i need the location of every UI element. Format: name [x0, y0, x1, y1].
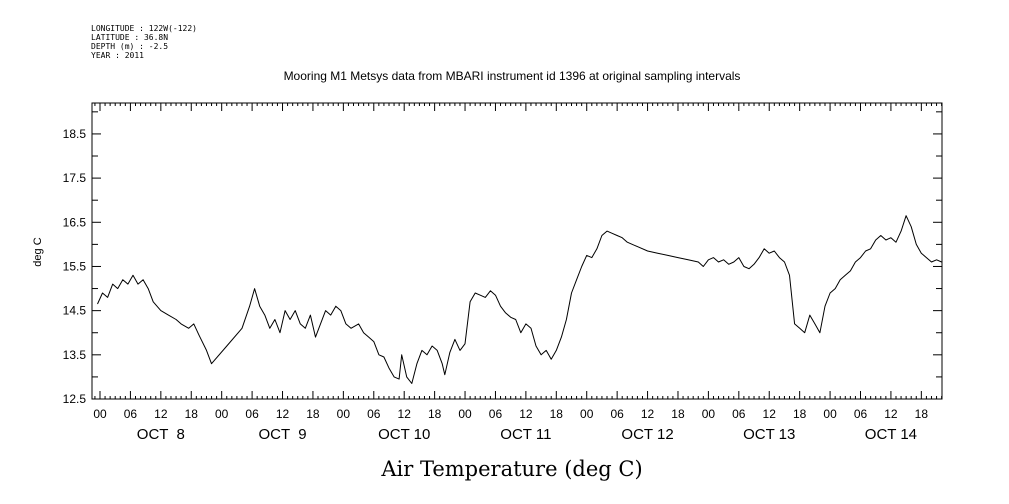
x-tick-label: 00: [458, 407, 472, 421]
x-tick-label: 12: [519, 407, 533, 421]
plot-frame: [91, 102, 943, 400]
series-line: [97, 215, 942, 384]
meta-longitude: LONGITUDE : 122W(-122): [91, 24, 197, 33]
x-tick-label: 12: [884, 407, 898, 421]
x-day-label: OCT 9: [258, 426, 306, 443]
x-axis-title: Air Temperature (deg C): [380, 457, 642, 481]
x-tick-label: 18: [306, 407, 320, 421]
x-tick-label: 18: [671, 407, 685, 421]
y-axis-label: deg C: [32, 237, 44, 266]
x-tick-label: 06: [367, 407, 381, 421]
y-tick-label: 16.5: [63, 215, 87, 229]
x-day-label: OCT 12: [621, 426, 673, 443]
meta-latitude: LATITUDE : 36.8N: [91, 33, 168, 42]
meta-depth: DEPTH (m) : -2.5: [91, 42, 168, 51]
x-tick-label: 12: [154, 407, 168, 421]
x-tick-label: 12: [398, 407, 412, 421]
y-tick-label: 15.5: [63, 259, 87, 273]
x-tick-label: 06: [489, 407, 503, 421]
y-tick-label: 13.5: [63, 348, 87, 362]
y-tick-label: 17.5: [63, 171, 87, 185]
x-day-label: OCT 8: [137, 426, 185, 443]
x-axis-ticks: [94, 103, 943, 399]
x-tick-label: 18: [550, 407, 564, 421]
x-tick-label: 06: [854, 407, 868, 421]
x-axis-day-labels: OCT 8 OCT 9 OCT 10 OCT 11 OCT 12 OCT 13 OCT 14: [137, 426, 917, 443]
metadata-block: LONGITUDE : 122W(-122) LATITUDE : 36.8N …: [91, 24, 197, 60]
x-tick-label: 06: [245, 407, 259, 421]
x-day-label: OCT 10: [378, 426, 430, 443]
y-tick-label: 12.5: [63, 392, 87, 406]
x-tick-label: 18: [428, 407, 442, 421]
x-tick-label: 12: [763, 407, 777, 421]
y-axis-ticks: 12.5 13.5 14.5 15.5 16.5 17.5 18.5: [63, 111, 942, 406]
x-axis-tick-labels: 00 06 12 18 00 06 12 18 00 06 12 18 00 06 12 18 00 06 12 18…: [93, 407, 928, 421]
x-day-label: OCT 13: [743, 426, 795, 443]
x-day-label: OCT 14: [865, 426, 917, 443]
x-tick-label: 06: [124, 407, 138, 421]
x-tick-label: 12: [276, 407, 290, 421]
x-tick-label: 06: [732, 407, 746, 421]
x-tick-label: 00: [823, 407, 837, 421]
y-tick-label: 18.5: [63, 127, 87, 141]
x-tick-label: 00: [93, 407, 107, 421]
chart-title: Mooring M1 Metsys data from MBARI instru…: [284, 69, 741, 83]
meta-year: YEAR : 2011: [91, 51, 144, 60]
x-tick-label: 00: [215, 407, 229, 421]
x-day-label: OCT 11: [500, 426, 551, 443]
x-tick-label: 00: [702, 407, 716, 421]
series-group: [97, 215, 942, 384]
x-tick-label: 00: [580, 407, 594, 421]
x-tick-label: 06: [610, 407, 624, 421]
x-tick-label: 18: [185, 407, 199, 421]
x-tick-label: 18: [915, 407, 929, 421]
x-tick-label: 18: [793, 407, 807, 421]
y-tick-label: 14.5: [63, 304, 87, 318]
x-tick-label: 00: [337, 407, 351, 421]
x-tick-label: 12: [641, 407, 655, 421]
